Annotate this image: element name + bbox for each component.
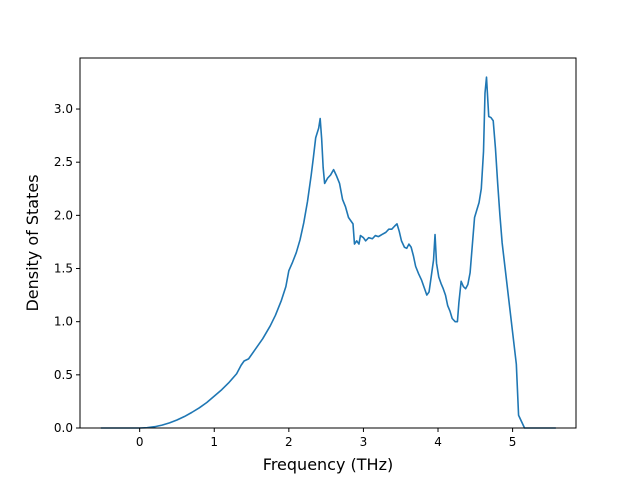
y-tick-label: 1.5 bbox=[54, 262, 73, 276]
y-tick-label: 3.0 bbox=[54, 102, 73, 116]
x-tick-label: 5 bbox=[509, 435, 517, 449]
x-axis-label: Frequency (THz) bbox=[263, 455, 393, 474]
axes-frame bbox=[79, 57, 577, 429]
x-tick-label: 2 bbox=[285, 435, 293, 449]
x-axis-ticks: 0 1 2 3 4 5 bbox=[136, 428, 517, 449]
x-tick-label: 3 bbox=[360, 435, 368, 449]
y-tick-label: 2.0 bbox=[54, 208, 73, 222]
plot-area bbox=[100, 76, 556, 429]
x-tick-label: 1 bbox=[210, 435, 218, 449]
x-tick-label: 0 bbox=[136, 435, 144, 449]
y-axis-label: Density of States bbox=[23, 174, 42, 311]
y-axis-ticks: 0.0 0.5 1.0 1.5 2.0 2.5 3.0 bbox=[54, 102, 80, 435]
y-tick-label: 1.0 bbox=[54, 315, 73, 329]
y-tick-label: 0.0 bbox=[54, 421, 73, 435]
dos-series-line bbox=[100, 76, 556, 429]
y-tick-label: 0.5 bbox=[54, 368, 73, 382]
y-tick-label: 2.5 bbox=[54, 155, 73, 169]
x-tick-label: 4 bbox=[434, 435, 442, 449]
